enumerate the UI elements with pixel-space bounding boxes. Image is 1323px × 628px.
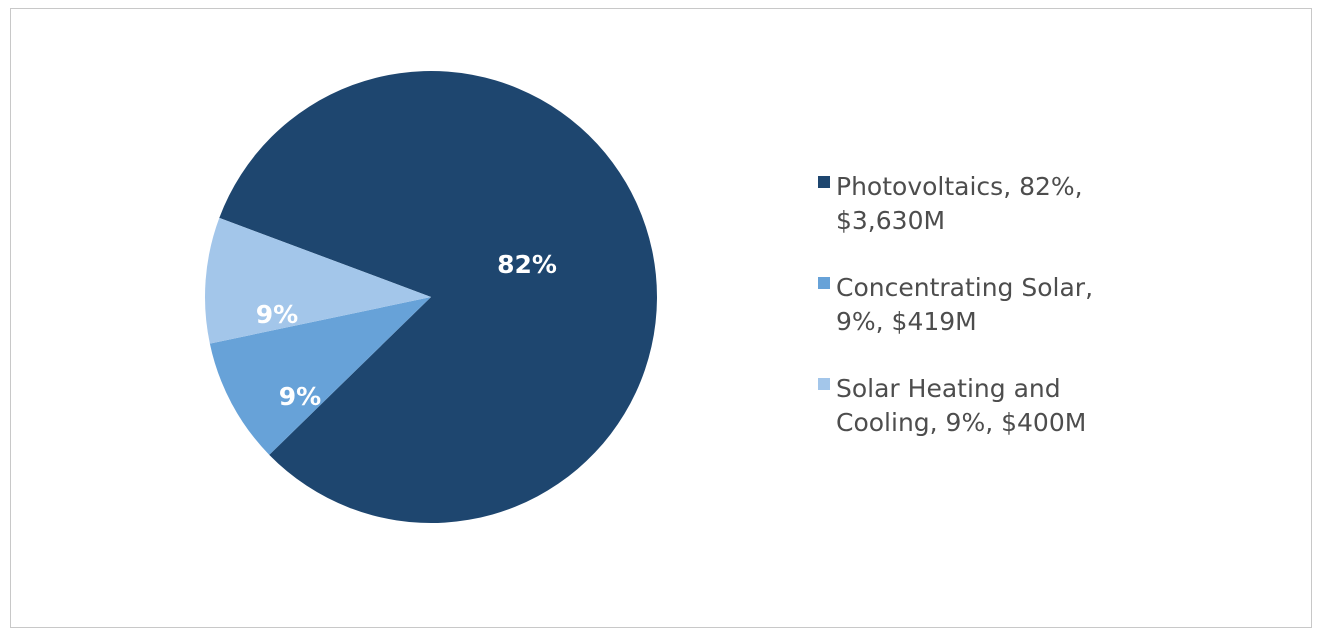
legend-label-photovoltaics: Photovoltaics, 82%, $3,630M <box>836 172 1083 235</box>
pie-slice-concentrating-solar <box>209 297 431 455</box>
legend-swatch-solar-heating-cooling <box>818 378 830 390</box>
pie-slice-solar-heating-cooling <box>205 217 431 344</box>
slice-label-concentrating-solar: 9% <box>279 382 321 411</box>
pie-slices <box>205 70 657 523</box>
legend-label-solar-heating-cooling: Solar Heating and Cooling, 9%, $400M <box>836 374 1087 437</box>
slice-label-photovoltaics: 82% <box>497 250 557 279</box>
legend-item-concentrating-solar: Concentrating Solar, 9%, $419M <box>818 271 1278 339</box>
slice-label-solar-heating-cooling: 9% <box>256 300 298 329</box>
pie-slice-labels: 82% 9% 9% <box>256 250 557 411</box>
chart-legend: Photovoltaics, 82%, $3,630M Concentratin… <box>818 170 1278 473</box>
legend-item-solar-heating-cooling: Solar Heating and Cooling, 9%, $400M <box>818 372 1278 440</box>
legend-swatch-concentrating-solar <box>818 277 830 289</box>
legend-swatch-photovoltaics <box>818 176 830 188</box>
pie-slice-photovoltaics <box>219 70 657 523</box>
legend-label-concentrating-solar: Concentrating Solar, 9%, $419M <box>836 273 1094 336</box>
legend-item-photovoltaics: Photovoltaics, 82%, $3,630M <box>818 170 1278 238</box>
pie-chart: 82% 9% 9% <box>205 70 657 523</box>
